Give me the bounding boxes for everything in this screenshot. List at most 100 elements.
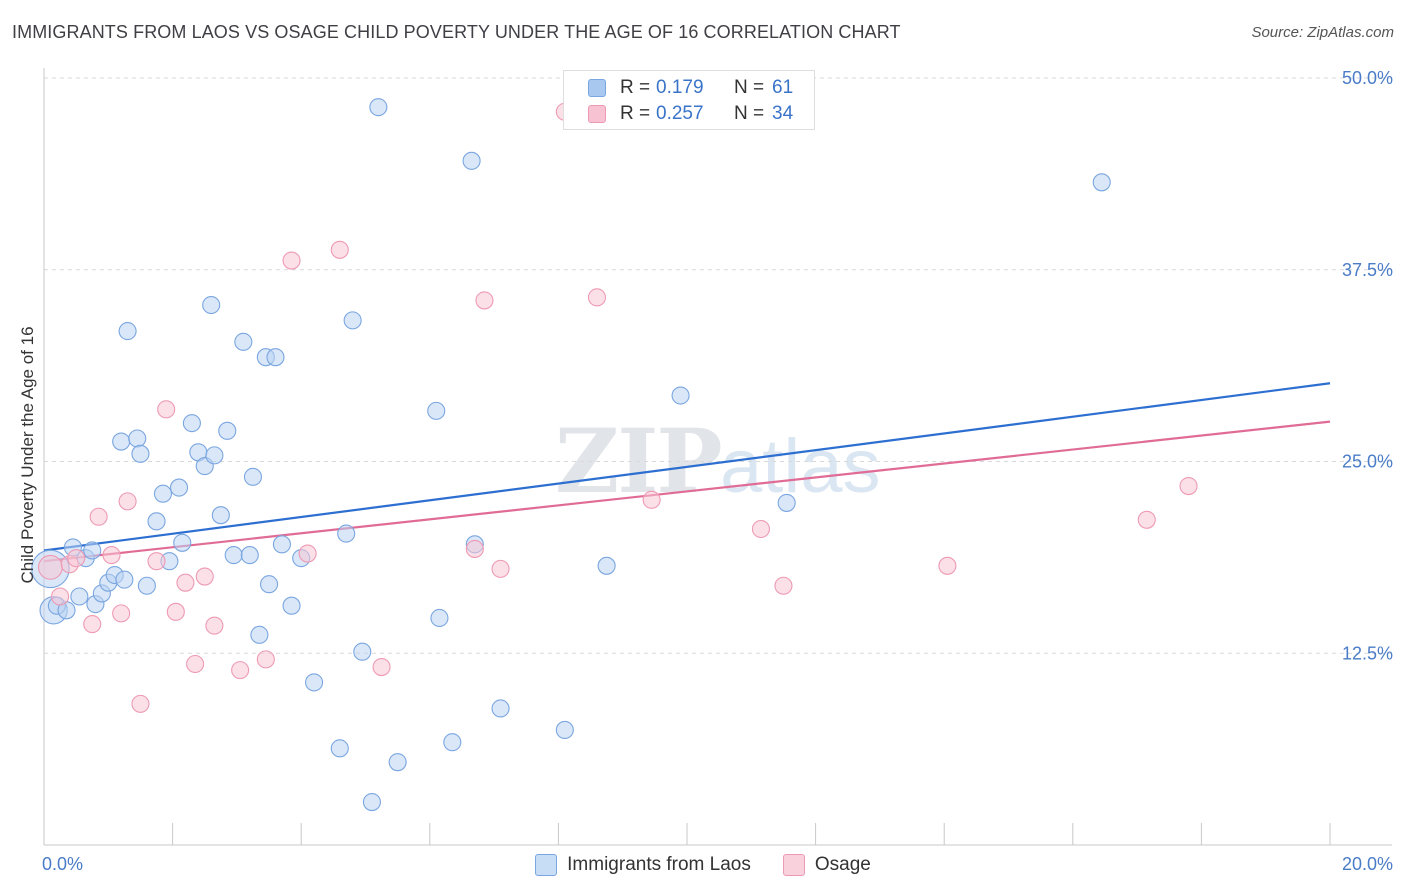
tick-labels: 12.5% 25.0% 37.5% 50.0% 0.0% 20.0% <box>42 68 1393 874</box>
laos-point-48[interactable] <box>388 753 407 772</box>
trend-line-0 <box>43 382 1331 552</box>
osage-point-8[interactable] <box>118 492 137 511</box>
laos-point-50[interactable] <box>430 608 449 628</box>
laos-point-38[interactable] <box>272 535 291 554</box>
laos-point-52[interactable] <box>462 151 481 170</box>
osage-point-1[interactable] <box>51 587 70 606</box>
laos-point-47[interactable] <box>362 792 381 812</box>
osage-point-18[interactable] <box>256 650 275 669</box>
legend-item-laos[interactable]: Immigrants from Laos <box>535 854 751 876</box>
osage-point-16[interactable] <box>205 616 224 635</box>
osage-point-7[interactable] <box>112 604 131 623</box>
laos-point-37[interactable] <box>266 348 285 367</box>
y-tick-label-3: 50.0% <box>1342 68 1393 88</box>
laos-point-28[interactable] <box>211 506 230 525</box>
osage-point-11[interactable] <box>157 400 176 419</box>
n-label: N = <box>734 103 765 124</box>
osage-point-5[interactable] <box>89 507 108 526</box>
osage-point-33[interactable] <box>1179 476 1198 496</box>
osage-point-20[interactable] <box>298 544 317 563</box>
laos-point-56[interactable] <box>597 556 616 575</box>
laos-point-21[interactable] <box>169 478 189 497</box>
osage-point-24[interactable] <box>475 291 494 310</box>
laos-point-55[interactable] <box>555 720 574 740</box>
laos-point-17[interactable] <box>137 576 156 595</box>
laos-point-15[interactable] <box>128 429 147 448</box>
osage-point-4[interactable] <box>83 615 102 634</box>
laos-point-5[interactable] <box>70 587 89 606</box>
legend-label-laos: Immigrants from Laos <box>567 854 751 875</box>
osage-point-23[interactable] <box>465 539 484 558</box>
laos-point-26[interactable] <box>202 295 221 315</box>
trend-line-1 <box>43 420 1331 563</box>
gridlines <box>44 77 1392 654</box>
laos-point-46[interactable] <box>369 98 388 117</box>
laos-point-18[interactable] <box>147 512 166 531</box>
laos-point-13[interactable] <box>115 570 134 589</box>
osage-point-17[interactable] <box>231 661 250 680</box>
laos-point-7[interactable] <box>83 541 102 560</box>
y-tick-label-1: 25.0% <box>1342 452 1393 472</box>
laos-point-22[interactable] <box>173 533 192 552</box>
y-axis-label: Child Poverty Under the Age of 16 <box>18 326 37 583</box>
osage-point-0[interactable] <box>37 554 63 580</box>
osage-point-25[interactable] <box>491 559 510 578</box>
x-ticks <box>43 823 1331 845</box>
osage-point-28[interactable] <box>642 490 661 509</box>
laos-point-36[interactable] <box>259 575 279 594</box>
osage-point-10[interactable] <box>147 552 166 571</box>
legend-item-osage[interactable]: Osage <box>782 854 871 876</box>
r-label: R = <box>620 77 651 98</box>
laos-point-57[interactable] <box>671 386 690 405</box>
osage-point-22[interactable] <box>372 658 391 677</box>
laos-point-31[interactable] <box>234 332 253 351</box>
osage-point-29[interactable] <box>751 519 770 539</box>
laos-point-29[interactable] <box>218 421 237 440</box>
laos-point-39[interactable] <box>282 596 301 615</box>
laos-point-41[interactable] <box>305 673 324 692</box>
laos-point-44[interactable] <box>343 311 362 330</box>
x-tick-label-min: 0.0% <box>42 854 83 874</box>
laos-point-16[interactable] <box>131 444 150 463</box>
data-points <box>31 98 1198 812</box>
osage-point-13[interactable] <box>176 573 195 592</box>
legend-row-laos: R = 0.179 N = 61 <box>588 75 793 101</box>
osage-point-15[interactable] <box>195 567 214 586</box>
laos-point-19[interactable] <box>153 484 173 503</box>
laos-point-23[interactable] <box>182 414 201 433</box>
laos-point-30[interactable] <box>224 546 243 565</box>
laos-point-12[interactable] <box>112 432 131 451</box>
osage-point-27[interactable] <box>587 288 607 307</box>
laos-point-45[interactable] <box>353 642 372 661</box>
n-value: 61 <box>772 77 794 98</box>
laos-point-34[interactable] <box>250 625 269 644</box>
osage-point-14[interactable] <box>186 654 205 674</box>
r-label: R = <box>620 103 651 124</box>
osage-point-32[interactable] <box>1137 510 1156 529</box>
osage-point-31[interactable] <box>938 556 957 575</box>
laos-point-58[interactable] <box>777 493 796 512</box>
legend-swatch-laos <box>535 854 558 876</box>
osage-point-6[interactable] <box>102 546 121 565</box>
laos-point-14[interactable] <box>118 322 137 341</box>
laos-point-33[interactable] <box>243 467 263 486</box>
chart-title: IMMIGRANTS FROM LAOS VS OSAGE CHILD POVE… <box>12 22 901 42</box>
legend-swatch-osage <box>588 105 606 123</box>
watermark-atlas: atlas <box>720 424 881 509</box>
laos-point-32[interactable] <box>240 546 259 565</box>
laos-point-49[interactable] <box>427 401 446 420</box>
laos-point-51[interactable] <box>443 733 462 752</box>
laos-point-42[interactable] <box>330 739 349 758</box>
osage-point-19[interactable] <box>282 251 301 270</box>
osage-point-21[interactable] <box>330 240 349 259</box>
osage-point-3[interactable] <box>67 549 86 568</box>
osage-point-12[interactable] <box>166 602 185 621</box>
laos-point-54[interactable] <box>491 699 510 718</box>
laos-point-43[interactable] <box>337 524 356 543</box>
osage-point-9[interactable] <box>131 694 150 713</box>
laos-point-59[interactable] <box>1092 173 1111 192</box>
laos-point-27[interactable] <box>205 446 224 465</box>
osage-point-30[interactable] <box>774 576 793 595</box>
legend-swatch-laos <box>588 79 606 97</box>
